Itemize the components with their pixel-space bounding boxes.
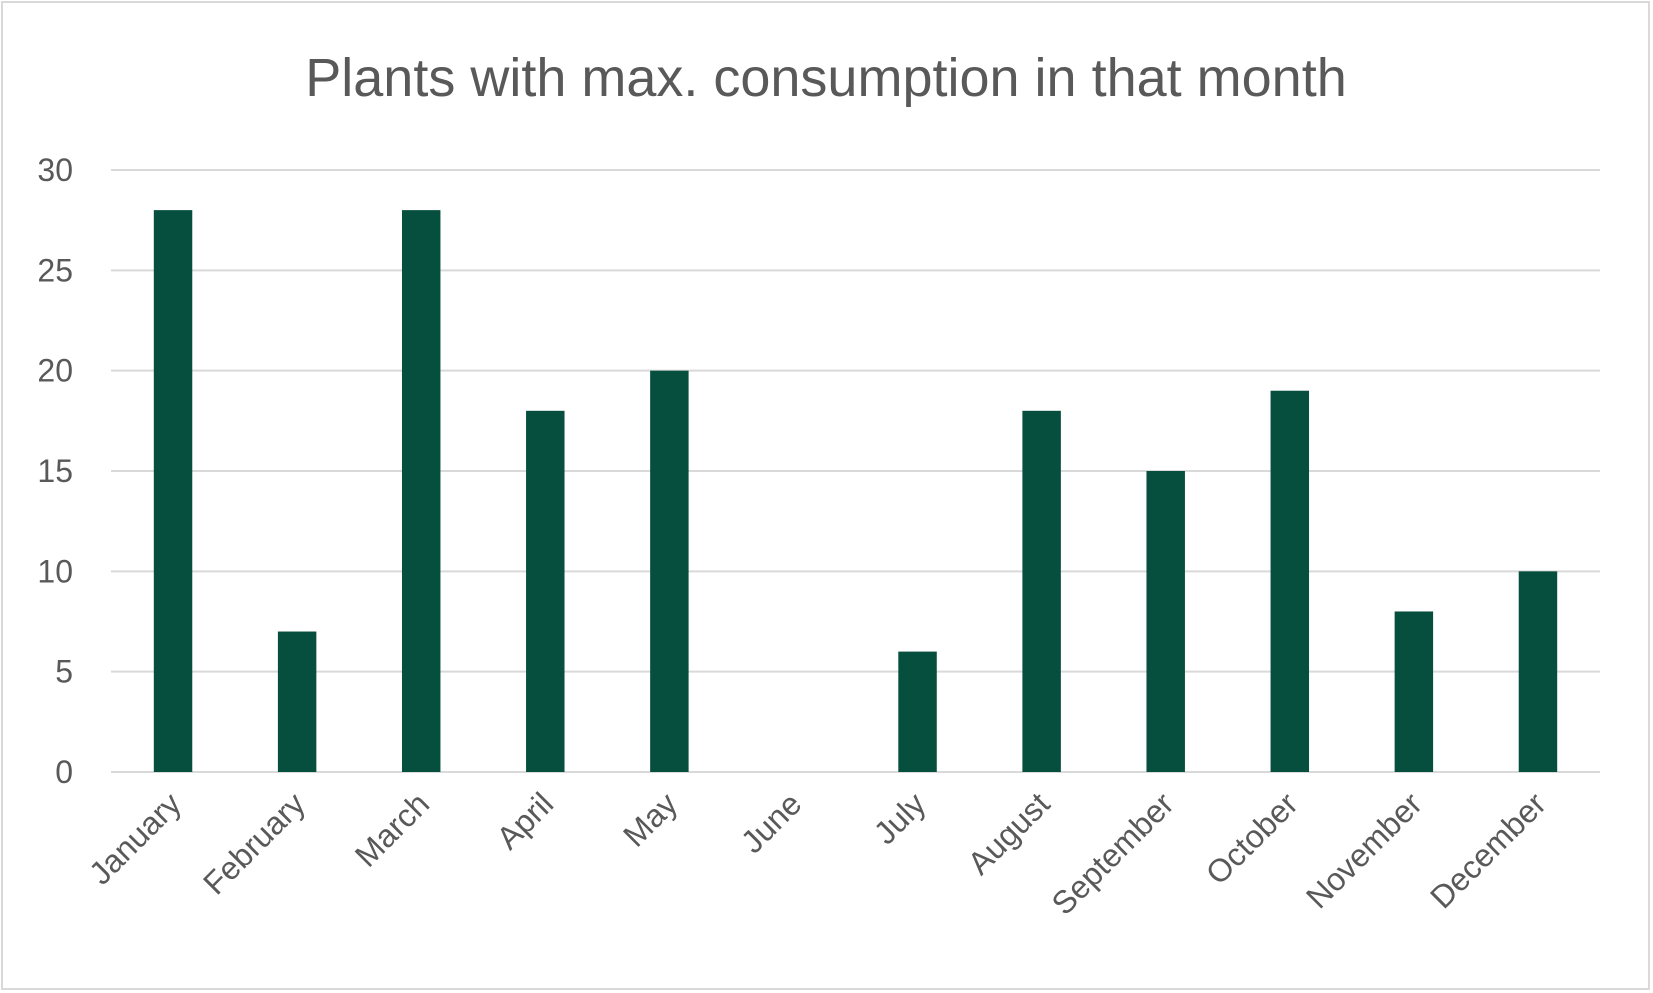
x-axis-category-labels: January February March April May June July Augu…: [82, 785, 1553, 921]
x-category-label: July: [867, 785, 933, 851]
bar-september: [1146, 471, 1185, 772]
bar-october: [1270, 390, 1310, 772]
x-category-label: February: [196, 785, 312, 901]
bar-december: [1518, 571, 1558, 772]
chart-title: Plants with max. consumption in that mon…: [305, 48, 1347, 108]
x-category-label: June: [734, 785, 809, 860]
gridlines: [111, 169, 1600, 773]
y-tick-label: 30: [37, 152, 73, 188]
x-category-label: January: [82, 785, 188, 891]
x-category-label: December: [1423, 785, 1553, 915]
y-axis-tick-labels: 0 5 10 15 20 25 30: [37, 152, 73, 790]
bar-january: [153, 210, 193, 773]
x-category-label: October: [1199, 785, 1305, 891]
bar-april: [526, 410, 565, 772]
bars: [153, 210, 1558, 773]
x-category-label: March: [348, 785, 436, 873]
x-category-label: August: [961, 785, 1057, 881]
bar-may: [650, 370, 689, 772]
y-tick-label: 10: [37, 553, 73, 589]
y-tick-label: 20: [37, 353, 73, 389]
y-tick-label: 25: [37, 252, 73, 288]
y-tick-label: 0: [55, 754, 73, 790]
bar-november: [1394, 611, 1434, 772]
x-category-label: April: [490, 785, 561, 856]
y-tick-label: 5: [55, 654, 73, 690]
bar-july: [898, 651, 937, 772]
y-tick-label: 15: [37, 453, 73, 489]
x-category-label: May: [616, 785, 684, 853]
bar-march: [401, 210, 441, 773]
x-category-label: November: [1299, 785, 1429, 915]
bar-august: [1022, 410, 1061, 772]
x-category-label: September: [1045, 785, 1181, 921]
bar-february: [277, 631, 317, 772]
